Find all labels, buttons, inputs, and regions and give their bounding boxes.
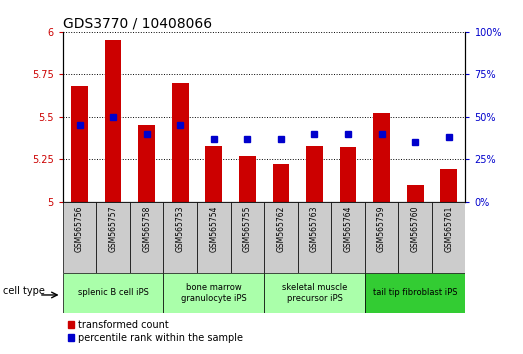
Bar: [71, 86, 88, 202]
Text: GSM565758: GSM565758: [142, 205, 151, 252]
Bar: [331, 202, 365, 273]
Bar: [339, 147, 356, 202]
Bar: [399, 202, 432, 273]
Text: GSM565764: GSM565764: [344, 205, 353, 252]
Text: GSM565756: GSM565756: [75, 205, 84, 252]
Text: GSM565755: GSM565755: [243, 205, 252, 252]
Bar: [373, 113, 390, 202]
Text: GSM565757: GSM565757: [109, 205, 118, 252]
Bar: [432, 202, 465, 273]
Bar: [440, 170, 457, 202]
Text: GSM565761: GSM565761: [444, 205, 453, 252]
Text: GSM565762: GSM565762: [276, 205, 286, 252]
Bar: [239, 156, 256, 202]
Text: tail tip fibroblast iPS: tail tip fibroblast iPS: [373, 289, 458, 297]
Text: GSM565754: GSM565754: [209, 205, 218, 252]
Text: skeletal muscle
precursor iPS: skeletal muscle precursor iPS: [282, 283, 347, 303]
Bar: [197, 202, 231, 273]
Text: GSM565760: GSM565760: [411, 205, 419, 252]
Bar: [96, 202, 130, 273]
Text: GDS3770 / 10408066: GDS3770 / 10408066: [63, 17, 212, 31]
Bar: [105, 40, 121, 202]
Bar: [163, 273, 264, 313]
Text: splenic B cell iPS: splenic B cell iPS: [77, 289, 149, 297]
Bar: [365, 202, 399, 273]
Bar: [138, 125, 155, 202]
Text: bone marrow
granulocyte iPS: bone marrow granulocyte iPS: [181, 283, 247, 303]
Bar: [231, 202, 264, 273]
Text: GSM565763: GSM565763: [310, 205, 319, 252]
Text: GSM565759: GSM565759: [377, 205, 386, 252]
Text: GSM565753: GSM565753: [176, 205, 185, 252]
Bar: [272, 164, 289, 202]
Text: cell type: cell type: [3, 286, 45, 296]
Bar: [63, 202, 96, 273]
Bar: [130, 202, 163, 273]
Bar: [306, 146, 323, 202]
Bar: [264, 202, 298, 273]
Legend: transformed count, percentile rank within the sample: transformed count, percentile rank withi…: [67, 320, 243, 343]
Bar: [206, 146, 222, 202]
Bar: [172, 83, 189, 202]
Bar: [407, 185, 424, 202]
Bar: [298, 202, 331, 273]
Bar: [163, 202, 197, 273]
Bar: [365, 273, 465, 313]
Bar: [264, 273, 365, 313]
Bar: [63, 273, 163, 313]
